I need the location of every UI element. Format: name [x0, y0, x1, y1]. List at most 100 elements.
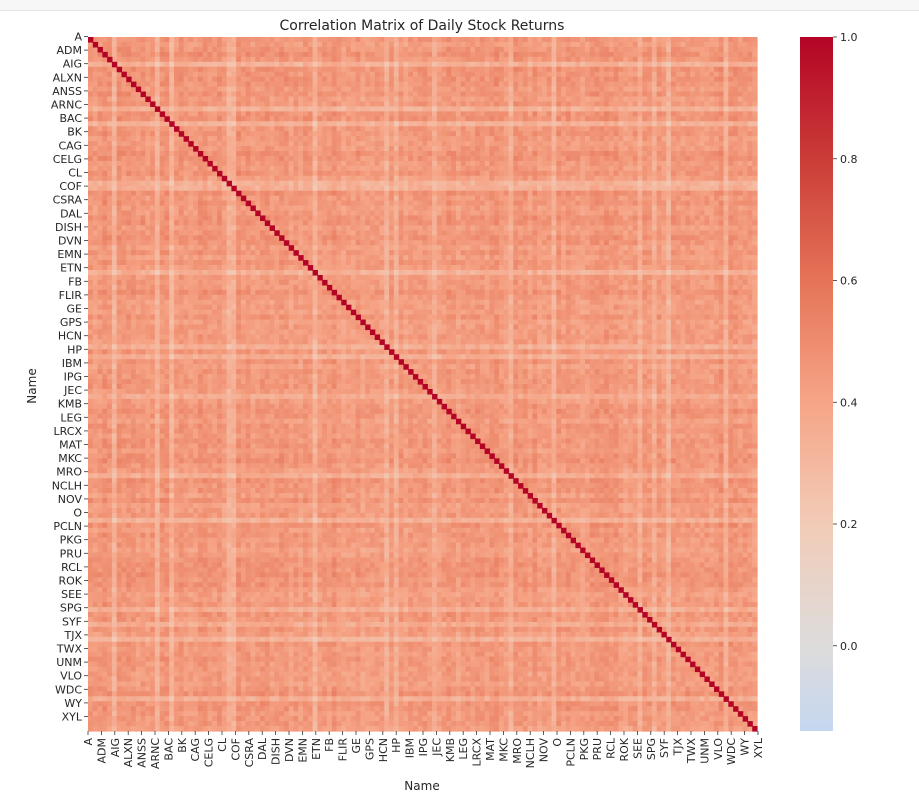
heatmap-cell	[389, 205, 395, 212]
heatmap-cell	[704, 41, 710, 48]
heatmap-cell	[140, 126, 146, 132]
heatmap-cell	[217, 205, 223, 212]
heatmap-cell	[599, 175, 605, 182]
heatmap-cell	[274, 195, 280, 202]
heatmap-cell	[107, 180, 113, 187]
heatmap-cell	[231, 136, 237, 142]
heatmap-cell	[384, 160, 390, 167]
heatmap-cell	[164, 61, 170, 68]
heatmap-cell	[608, 86, 615, 93]
heatmap-cell	[613, 91, 620, 98]
heatmap-cell	[260, 71, 266, 78]
heatmap-cell	[570, 81, 577, 88]
heatmap-cell	[188, 56, 194, 63]
heatmap-cell	[613, 86, 620, 93]
heatmap-cell	[661, 180, 667, 187]
heatmap-cell	[417, 151, 424, 157]
heatmap-cell	[159, 175, 166, 182]
heatmap-cell	[666, 71, 672, 78]
heatmap-cell	[365, 51, 371, 58]
heatmap-cell	[279, 37, 285, 43]
heatmap-cell	[623, 136, 629, 142]
heatmap-cell	[102, 141, 108, 147]
heatmap-cell	[713, 71, 720, 78]
heatmap-cell	[322, 141, 328, 147]
heatmap-cell	[704, 195, 710, 202]
heatmap-cell	[164, 185, 170, 192]
heatmap-cell	[135, 175, 142, 182]
heatmap-cell	[713, 101, 720, 107]
heatmap-cell	[522, 146, 529, 152]
heatmap-cell	[250, 121, 256, 127]
heatmap-cell	[718, 136, 725, 142]
heatmap-cell	[350, 151, 357, 157]
heatmap-cell	[704, 136, 710, 142]
heatmap-cell	[651, 81, 658, 88]
heatmap-cell	[102, 131, 108, 137]
heatmap-cell	[336, 170, 342, 177]
heatmap-cell	[647, 37, 653, 43]
heatmap-cell	[212, 200, 218, 207]
heatmap-cell	[718, 71, 725, 78]
heatmap-cell	[532, 91, 538, 98]
heatmap-cell	[699, 165, 706, 172]
heatmap-cell	[183, 165, 189, 172]
heatmap-cell	[752, 91, 758, 98]
heatmap-cell	[637, 136, 643, 142]
heatmap-cell	[97, 155, 103, 162]
heatmap-cell	[599, 165, 605, 172]
heatmap-cell	[264, 61, 271, 68]
heatmap-cell	[226, 56, 232, 63]
heatmap-cell	[303, 71, 309, 78]
heatmap-cell	[317, 190, 323, 197]
heatmap-cell	[699, 205, 706, 212]
heatmap-cell	[446, 136, 452, 142]
heatmap-cell	[589, 111, 596, 117]
heatmap-cell	[470, 91, 476, 98]
heatmap-cell	[713, 37, 720, 43]
heatmap-cell	[212, 155, 218, 162]
heatmap-cell	[245, 175, 252, 182]
heatmap-cell	[326, 96, 333, 103]
heatmap-cell	[675, 61, 682, 68]
heatmap-cell	[670, 185, 677, 192]
heatmap-cell	[178, 76, 185, 83]
heatmap-cell	[680, 165, 686, 172]
heatmap-cell	[656, 205, 663, 212]
heatmap-cell	[575, 101, 581, 107]
heatmap-cell	[508, 126, 514, 132]
heatmap-cell	[690, 180, 696, 187]
heatmap-cell	[661, 126, 667, 132]
heatmap-cell	[455, 160, 462, 167]
heatmap-cell	[279, 51, 285, 58]
heatmap-cell	[164, 210, 170, 217]
heatmap-cell	[637, 155, 643, 162]
heatmap-cell	[532, 195, 538, 202]
heatmap-cell	[116, 121, 123, 127]
heatmap-cell	[666, 210, 672, 217]
heatmap-cell	[446, 126, 452, 132]
heatmap-cell	[197, 51, 204, 58]
heatmap-cell	[728, 61, 734, 68]
heatmap-cell	[623, 170, 629, 177]
heatmap-cell	[618, 170, 624, 177]
heatmap-cell	[470, 141, 476, 147]
heatmap-cell	[656, 56, 663, 63]
heatmap-cell	[451, 190, 457, 197]
heatmap-cell	[651, 180, 658, 187]
heatmap-cell	[207, 41, 213, 48]
heatmap-cell	[455, 116, 462, 122]
heatmap-cell	[518, 96, 524, 103]
heatmap-cell	[618, 195, 624, 202]
heatmap-cell	[369, 195, 376, 202]
heatmap-cell	[126, 210, 132, 217]
heatmap-cell	[298, 165, 304, 172]
heatmap-cell	[374, 111, 381, 117]
heatmap-cell	[264, 81, 271, 88]
heatmap-cell	[236, 165, 242, 172]
heatmap-cell	[131, 61, 137, 68]
heatmap-cell	[623, 51, 629, 58]
heatmap-cell	[92, 81, 99, 88]
heatmap-cell	[384, 151, 390, 157]
heatmap-cell	[369, 46, 376, 53]
